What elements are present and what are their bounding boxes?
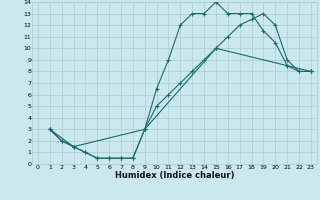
X-axis label: Humidex (Indice chaleur): Humidex (Indice chaleur): [115, 171, 234, 180]
